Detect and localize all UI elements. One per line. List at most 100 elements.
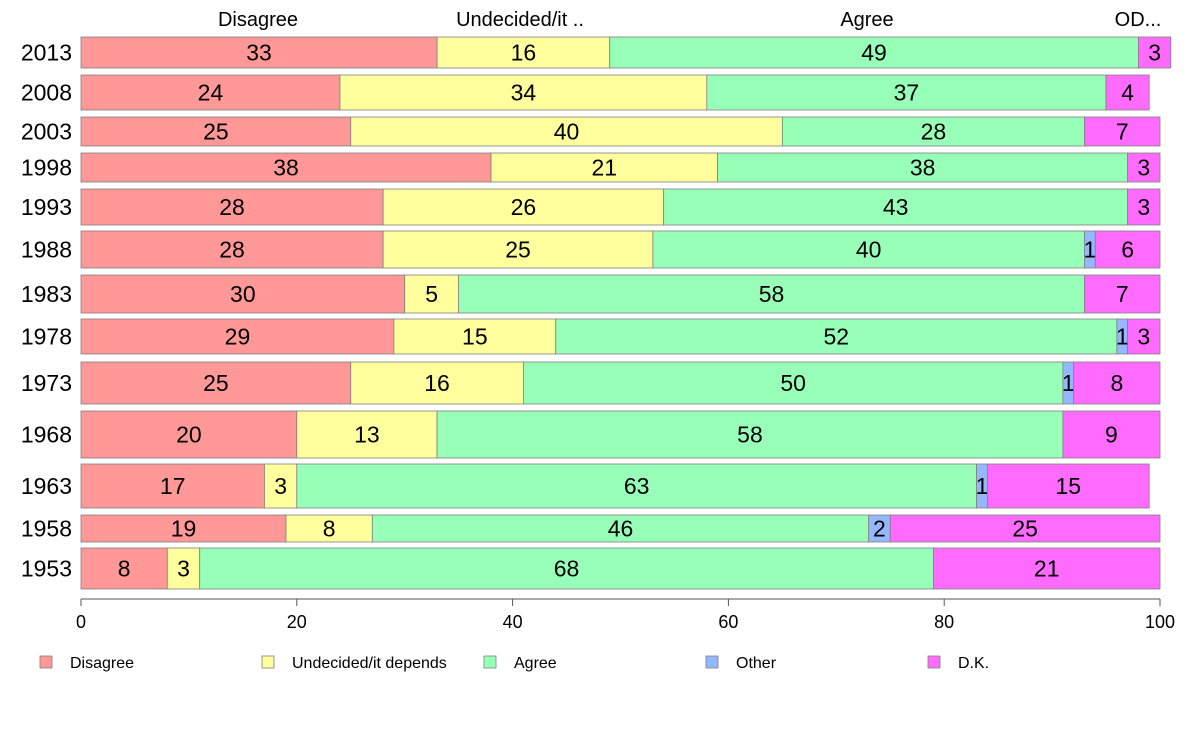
- bar-2003-d-k-: [1084, 116, 1161, 147]
- data-label-1978-5: 3: [1137, 324, 1150, 350]
- column-header-4: OD...: [1115, 9, 1162, 31]
- data-label-2003-3: 28: [921, 119, 947, 145]
- x-tick-label-40: 40: [503, 612, 523, 632]
- data-label-1978-2: 15: [462, 324, 488, 350]
- bar-1973-agree: [522, 361, 1064, 405]
- legend-swatch-undecided-it-depends: [261, 655, 275, 669]
- data-label-1998-1: 38: [273, 155, 299, 181]
- data-label-1988-3: 40: [856, 237, 882, 263]
- x-tick-label-100: 100: [1145, 612, 1175, 632]
- bar-1953-disagree: [80, 547, 168, 590]
- legend: Disagree Undecided/it depends Agree Other D.…: [39, 655, 989, 672]
- year-label-2013: 2013: [21, 40, 72, 66]
- bar-1993-undecided-it-depends: [382, 188, 665, 226]
- data-label-2008-1: 24: [198, 80, 224, 106]
- bar-1978-agree: [555, 318, 1118, 355]
- legend-label-d-k-: D.K.: [958, 655, 989, 672]
- bar-1983-agree: [458, 274, 1085, 314]
- bar-1963-d-k-: [986, 463, 1150, 509]
- bar-1968-d-k-: [1062, 410, 1161, 459]
- bar-1963-disagree: [80, 463, 265, 509]
- data-label-1973-3: 50: [780, 370, 806, 396]
- bar-2008-d-k-: [1105, 74, 1150, 111]
- bar-1993-d-k-: [1127, 188, 1161, 226]
- bar-1953-agree: [199, 547, 934, 590]
- data-label-1988-4: 1: [1083, 237, 1096, 263]
- data-label-2013-3: 49: [861, 40, 887, 66]
- bar-1998-disagree: [80, 152, 492, 183]
- year-labels: 2013 2008 2003 1998 1993 1988 1983 1978 1973 1968…: [21, 40, 72, 582]
- data-label-1978-1: 29: [225, 324, 251, 350]
- data-label-2008-3: 37: [894, 80, 920, 106]
- data-label-1958-4: 2: [873, 516, 886, 542]
- data-label-1993-5: 3: [1137, 194, 1150, 220]
- year-label-1983: 1983: [21, 281, 72, 307]
- bar-2003-undecided-it-depends: [350, 116, 783, 147]
- data-label-1953-5: 21: [1034, 556, 1060, 582]
- bars: 33 16 49 324 34 37 425 40 28 738 21 38 328 26 43 328 25 4…: [80, 36, 1172, 590]
- x-tick-label-0: 0: [76, 612, 86, 632]
- column-headers: Disagree Undecided/it .. Agree OD...: [218, 9, 1161, 31]
- year-label-1973: 1973: [21, 370, 72, 396]
- bar-2008-disagree: [80, 74, 341, 111]
- data-label-2003-2: 40: [554, 119, 580, 145]
- data-label-1953-3: 68: [554, 556, 580, 582]
- data-label-1968-5: 9: [1105, 422, 1118, 448]
- year-label-1953: 1953: [21, 556, 72, 582]
- data-label-1988-1: 28: [219, 237, 245, 263]
- bar-1973-disagree: [80, 361, 352, 405]
- data-label-1988-5: 6: [1121, 237, 1134, 263]
- bar-1988-undecided-it-depends: [382, 230, 654, 269]
- bar-1958-agree: [371, 514, 870, 543]
- data-label-1963-5: 15: [1055, 473, 1081, 499]
- data-label-1973-1: 25: [203, 370, 229, 396]
- bar-1973-d-k-: [1073, 361, 1161, 405]
- legend-label-disagree: Disagree: [70, 655, 134, 672]
- bar-1983-d-k-: [1084, 274, 1161, 314]
- data-label-1958-2: 8: [323, 516, 336, 542]
- data-label-2013-2: 16: [511, 40, 537, 66]
- data-label-1983-3: 58: [759, 281, 785, 307]
- legend-swatch-disagree: [39, 655, 53, 669]
- year-label-1988: 1988: [21, 237, 72, 263]
- data-label-1963-4: 1: [976, 473, 989, 499]
- year-label-1958: 1958: [21, 516, 72, 542]
- legend-label-other: Other: [736, 655, 777, 672]
- bar-1993-agree: [663, 188, 1129, 226]
- year-label-1978: 1978: [21, 324, 72, 350]
- data-label-2008-5: 4: [1121, 80, 1134, 106]
- year-label-1963: 1963: [21, 473, 72, 499]
- data-label-1963-1: 17: [160, 473, 186, 499]
- legend-swatch-other: [705, 655, 719, 669]
- bar-1993-disagree: [80, 188, 384, 226]
- data-label-1968-3: 58: [737, 422, 763, 448]
- data-label-2003-5: 7: [1116, 119, 1129, 145]
- data-label-1963-2: 3: [274, 473, 287, 499]
- data-label-1973-2: 16: [424, 370, 450, 396]
- data-label-1983-2: 5: [425, 281, 438, 307]
- data-label-1978-4: 1: [1116, 324, 1129, 350]
- data-label-2013-5: 3: [1148, 40, 1161, 66]
- year-label-2008: 2008: [21, 80, 72, 106]
- legend-label-agree: Agree: [514, 655, 557, 672]
- bar-1988-d-k-: [1094, 230, 1161, 269]
- data-label-1968-1: 20: [176, 422, 202, 448]
- data-label-1973-4: 1: [1062, 370, 1075, 396]
- data-label-1968-2: 13: [354, 422, 380, 448]
- data-label-1983-5: 7: [1116, 281, 1129, 307]
- bar-1988-disagree: [80, 230, 384, 269]
- bar-1978-disagree: [80, 318, 395, 355]
- x-tick-label-80: 80: [934, 612, 954, 632]
- data-label-1983-1: 30: [230, 281, 256, 307]
- bar-1983-disagree: [80, 274, 406, 314]
- column-header-1: Disagree: [218, 9, 298, 31]
- legend-swatch-d-k-: [927, 655, 941, 669]
- column-header-3: Agree: [840, 9, 893, 31]
- data-label-1993-2: 26: [511, 194, 537, 220]
- data-label-1958-3: 46: [608, 516, 634, 542]
- bar-1968-agree: [436, 410, 1064, 459]
- data-label-1998-2: 21: [592, 155, 618, 181]
- legend-label-undecided-it-depends: Undecided/it depends: [292, 655, 447, 672]
- bar-1953-undecided-it-depends: [166, 547, 201, 590]
- data-label-1963-3: 63: [624, 473, 650, 499]
